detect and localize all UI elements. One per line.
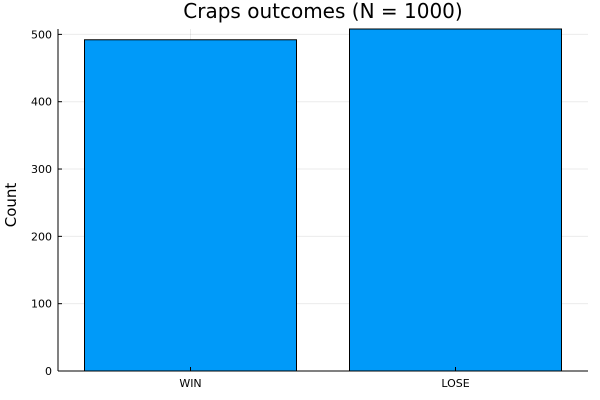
y-tick-label-5: 500 [31, 28, 52, 41]
bar-lose [349, 28, 562, 372]
x-tick-labels: WIN LOSE [179, 377, 469, 390]
axes [57, 29, 588, 372]
x-tick-label-win: WIN [179, 377, 201, 390]
bars [84, 28, 562, 372]
y-tick-label-3: 300 [31, 163, 52, 176]
y-axis-label: Count [2, 183, 20, 228]
y-tick-label-0: 0 [45, 365, 52, 378]
chart-title: Craps outcomes (N = 1000) [183, 0, 462, 23]
y-tick-label-1: 100 [31, 298, 52, 311]
y-tick-label-2: 200 [31, 230, 52, 243]
y-tick-labels: 0 100 200 300 400 500 [31, 28, 52, 378]
bar-win [84, 39, 297, 372]
y-tick-label-4: 400 [31, 96, 52, 109]
x-tick-label-lose: LOSE [441, 377, 469, 390]
